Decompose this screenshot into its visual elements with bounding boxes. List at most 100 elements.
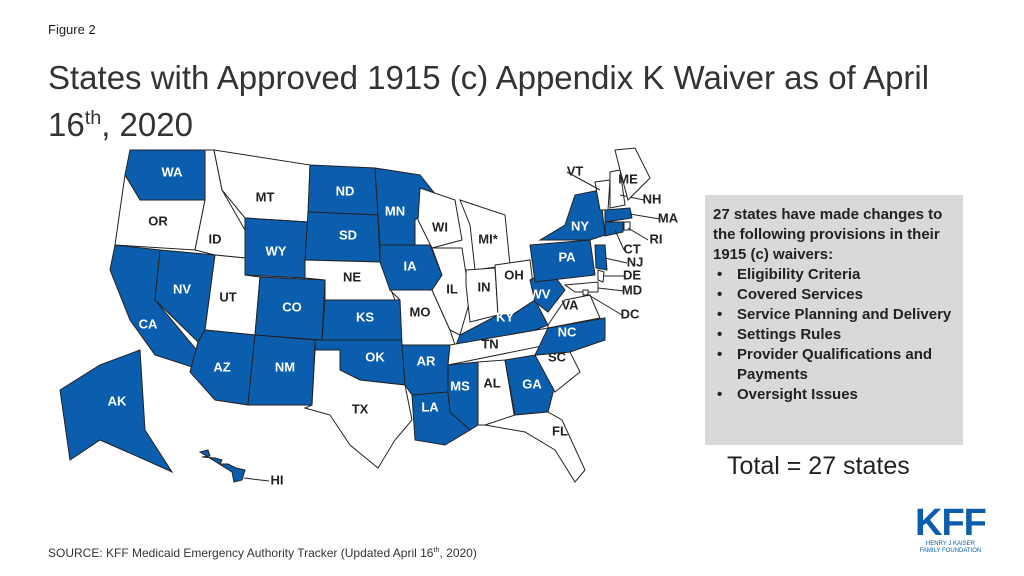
logo-mark: KFF: [915, 502, 987, 544]
state-label: WV: [530, 286, 551, 301]
state-label: ND: [336, 183, 355, 198]
state-label: WY: [266, 243, 287, 258]
title-text: , 2020: [101, 106, 193, 143]
leader-line: [619, 194, 645, 201]
info-item: Covered Services: [713, 285, 955, 305]
state-label: PA: [558, 249, 576, 264]
state-label: AK: [108, 393, 127, 408]
state-label: AL: [483, 375, 500, 390]
state-label: CA: [139, 316, 158, 331]
state-label: VA: [561, 297, 579, 312]
state: [417, 187, 463, 249]
logo-line: HENRY J KAISER: [925, 541, 975, 547]
state: [614, 147, 651, 201]
source-text: SOURCE: KFF Medicaid Emergency Authority…: [48, 546, 434, 560]
leader-line: [604, 257, 628, 264]
state-label: MN: [385, 203, 405, 218]
state-label: HI: [271, 472, 284, 487]
state-label: NC: [558, 324, 577, 339]
state-label: NV: [173, 281, 191, 296]
state: [59, 349, 174, 474]
leader-line: [566, 171, 601, 191]
state: [609, 169, 626, 209]
leader-line: [586, 293, 623, 316]
state-label: WA: [162, 164, 184, 179]
title: States with Approved 1915 (c) Appendix K…: [48, 58, 978, 145]
state-label: MO: [410, 304, 431, 319]
state-label: ID: [209, 231, 222, 246]
state-label: TX: [352, 401, 369, 416]
leader-line: [243, 477, 270, 482]
state: [198, 449, 246, 483]
state: [465, 267, 499, 323]
state-label: NH: [643, 191, 662, 206]
state: [504, 354, 556, 416]
state-label: NM: [275, 359, 295, 374]
state-label: OR: [148, 213, 168, 228]
logo-line: FAMILY FOUNDATION: [919, 548, 982, 554]
state-label: FL: [552, 423, 568, 438]
state: [604, 221, 624, 237]
state-label: NE: [343, 269, 361, 284]
state-label: WI: [432, 219, 448, 234]
info-box: 27 states have made changes to the follo…: [705, 195, 963, 445]
state-label: RI: [650, 231, 663, 246]
leader-line: [614, 229, 625, 251]
state-label: NJ: [627, 254, 644, 269]
info-heading: 27 states have made changes to the follo…: [713, 206, 943, 263]
state-label: GA: [522, 376, 542, 391]
state: [597, 269, 605, 283]
state-label: AZ: [213, 359, 230, 374]
leader-line: [627, 227, 649, 241]
state: [484, 411, 586, 483]
state-label: KS: [356, 309, 374, 324]
total: Total = 27 states: [727, 452, 910, 480]
state-label: ME: [618, 171, 638, 186]
state-label: SD: [339, 227, 357, 242]
state-label: NY: [571, 218, 589, 233]
info-item: Service Planning and Delivery: [713, 305, 955, 325]
state: [431, 247, 471, 336]
state-label: OK: [365, 349, 385, 364]
state-label: IN: [478, 279, 491, 294]
state-label: MS: [450, 378, 470, 393]
leader-line: [597, 287, 625, 292]
state-label: TN: [481, 336, 498, 351]
source-superscript: th: [433, 545, 440, 554]
source: SOURCE: KFF Medicaid Emergency Authority…: [48, 545, 477, 560]
title-text: States with Approved 1915 (c) Appendix K…: [48, 59, 930, 143]
state-label: KY: [496, 309, 514, 324]
info-item: Settings Rules: [713, 325, 955, 345]
leader-line: [629, 213, 661, 220]
state: [547, 294, 601, 329]
state-label: MD: [622, 282, 642, 297]
state-label: VT: [567, 163, 584, 178]
state-label: MI*: [478, 231, 498, 246]
state-label: UT: [219, 289, 236, 304]
state-label: CT: [623, 241, 640, 256]
state-label: IA: [404, 258, 418, 273]
state: [563, 281, 599, 293]
state-label: OH: [504, 267, 524, 282]
state: [303, 349, 413, 469]
state: [594, 244, 608, 271]
info-item: Eligibility Criteria: [713, 265, 955, 285]
us-map: WA OR CA NV ID MT WY UT CO AZ NM ND SD NE KS OK TX MN IA MO…: [59, 147, 679, 487]
state-label: LA: [421, 399, 439, 414]
state-label: AR: [417, 353, 436, 368]
state-label: CO: [282, 299, 302, 314]
state: [374, 167, 441, 246]
state-label: MT: [256, 189, 275, 204]
title-superscript: th: [84, 107, 102, 129]
logo: KFF HENRY J KAISER FAMILY FOUNDATION: [915, 502, 987, 555]
info-list: Eligibility CriteriaCovered ServicesServ…: [713, 265, 955, 405]
state-label: MA: [658, 210, 679, 225]
state-label: DC: [621, 306, 640, 321]
figure-label: Figure 2: [48, 22, 96, 37]
state: [459, 199, 511, 271]
info-item: Provider Qualifications and Payments: [713, 345, 955, 385]
info-item: Oversight Issues: [713, 385, 955, 405]
state-label: DE: [623, 267, 641, 282]
state: [529, 239, 596, 283]
